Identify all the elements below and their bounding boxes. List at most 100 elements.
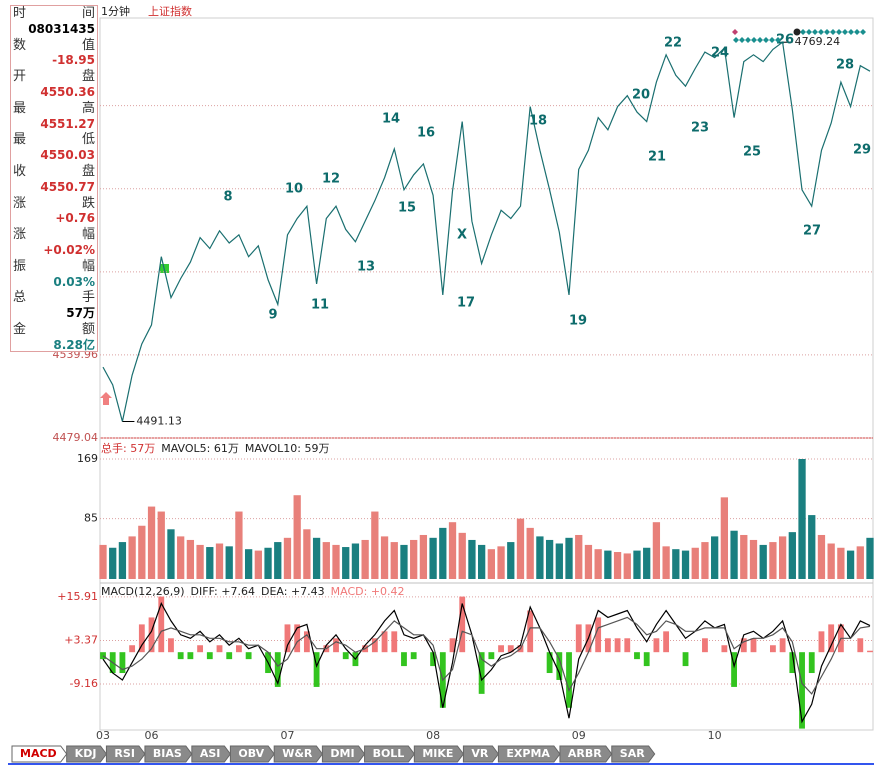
indicator-tab[interactable]: EXPMA: [497, 745, 561, 763]
macd-bar: [129, 645, 136, 653]
macd-bar: [653, 638, 660, 653]
info-label: 涨幅: [13, 227, 95, 243]
indicator-tab[interactable]: ASI: [191, 745, 231, 763]
macd-bar: [371, 638, 378, 653]
indicator-tab[interactable]: OBV: [229, 745, 275, 763]
indicator-tab[interactable]: MIKE: [413, 745, 465, 763]
wave-label: 16: [417, 126, 435, 141]
macd-bar: [216, 645, 223, 653]
volume-bar: [128, 536, 136, 579]
y-tick-label: 4479.04: [53, 431, 99, 444]
info-value: 8.28亿: [53, 337, 95, 352]
wave-label: 8: [223, 190, 232, 205]
wave-label: 17: [457, 296, 475, 311]
indicator-tab[interactable]: BIAS: [144, 745, 193, 763]
indicator-tab[interactable]: KDJ: [66, 745, 108, 763]
volume-bar: [400, 544, 408, 579]
tab-shape: [191, 745, 231, 763]
legend-entry: DIFF: +7.64: [191, 585, 255, 598]
indicator-tab[interactable]: DMI: [321, 745, 366, 763]
indicator-tab[interactable]: SAR: [611, 745, 656, 763]
volume-bar: [681, 550, 690, 579]
volume-bar: [157, 511, 165, 579]
info-label: 振幅: [13, 258, 95, 274]
x-tick-label: 10: [708, 729, 722, 742]
volume-title: 总手: 57万: [101, 441, 155, 455]
indicator-tab[interactable]: VR: [462, 745, 500, 763]
macd-bar: [401, 652, 407, 667]
info-value: 4550.77: [40, 179, 95, 194]
indicator-tab[interactable]: W&R: [273, 745, 324, 763]
marker-decoration: [733, 37, 739, 43]
indicator-tab[interactable]: RSI: [105, 745, 146, 763]
macd-bar: [740, 638, 747, 653]
wave-label: 29: [853, 143, 871, 158]
macd-bar: [138, 624, 145, 653]
tab-label: ARBR: [568, 747, 602, 760]
wave-label: 14: [382, 112, 400, 127]
macd-bar: [449, 638, 456, 653]
volume-bar: [293, 495, 301, 579]
tab-label: OBV: [238, 747, 264, 760]
tab-shape: [66, 745, 108, 763]
macd-bar: [808, 652, 815, 674]
volume-bar: [749, 539, 758, 579]
macd-bar: [604, 638, 611, 653]
volume-bar: [351, 543, 360, 579]
volume-bar: [730, 530, 738, 579]
volume-bar: [303, 529, 311, 579]
indicator-tab[interactable]: MACD: [11, 745, 68, 763]
volume-bar: [167, 529, 175, 579]
marker-decoration: [800, 29, 806, 35]
wave-label: 9: [268, 308, 277, 323]
volume-bar: [662, 546, 670, 579]
macd-bar: [527, 610, 534, 653]
volume-bar: [798, 459, 806, 579]
arrow-icon: [100, 392, 112, 405]
volume-bar: [215, 543, 224, 579]
volume-bar: [526, 527, 534, 579]
marker-decoration: [848, 29, 854, 35]
macd-bar: [624, 638, 631, 653]
macd-bar: [342, 652, 349, 660]
y-tick-label: 169: [77, 452, 98, 465]
info-label: 最低: [13, 132, 95, 148]
tab-shape: [321, 745, 366, 763]
tab-shape: [229, 745, 275, 763]
indicator-tab[interactable]: ARBR: [559, 745, 613, 763]
volume-bar: [196, 544, 204, 579]
macd-bar: [546, 652, 553, 674]
indicator-tab[interactable]: BOLL: [364, 745, 415, 763]
macd-bar: [575, 624, 582, 653]
wave-label: 22: [664, 36, 682, 51]
macd-bar: [100, 652, 106, 660]
legend-entry: DEA: +7.43: [261, 585, 325, 598]
tab-shape: [11, 745, 68, 763]
macd-bar: [245, 652, 252, 660]
marker-decoration: [732, 29, 738, 35]
wave-label: 23: [691, 121, 709, 136]
info-value: 4551.27: [40, 116, 95, 131]
volume-legend: MAVOL5: 61万: [161, 442, 239, 455]
volume-bar: [283, 537, 292, 579]
volume-bar: [584, 544, 593, 579]
volume-bar: [691, 547, 699, 579]
marker-decoration: [854, 29, 860, 35]
marker-decoration: [812, 29, 818, 35]
macd-bar: [206, 652, 213, 660]
volume-bar: [342, 547, 350, 579]
tab-label: BIAS: [153, 747, 182, 760]
wave-label: 13: [357, 260, 375, 275]
volume-bar: [497, 546, 505, 579]
macd-bar: [556, 652, 563, 680]
info-label: 最高: [13, 100, 95, 116]
info-label: 数值: [13, 37, 95, 53]
macd-bar: [148, 617, 155, 653]
macd-bar: [507, 645, 514, 653]
volume-bar: [138, 525, 146, 579]
macd-bar: [303, 631, 310, 653]
volume-bar: [545, 539, 554, 579]
marker-decoration: [806, 29, 812, 35]
macd-bar: [197, 645, 204, 653]
volume-bar: [361, 539, 369, 579]
